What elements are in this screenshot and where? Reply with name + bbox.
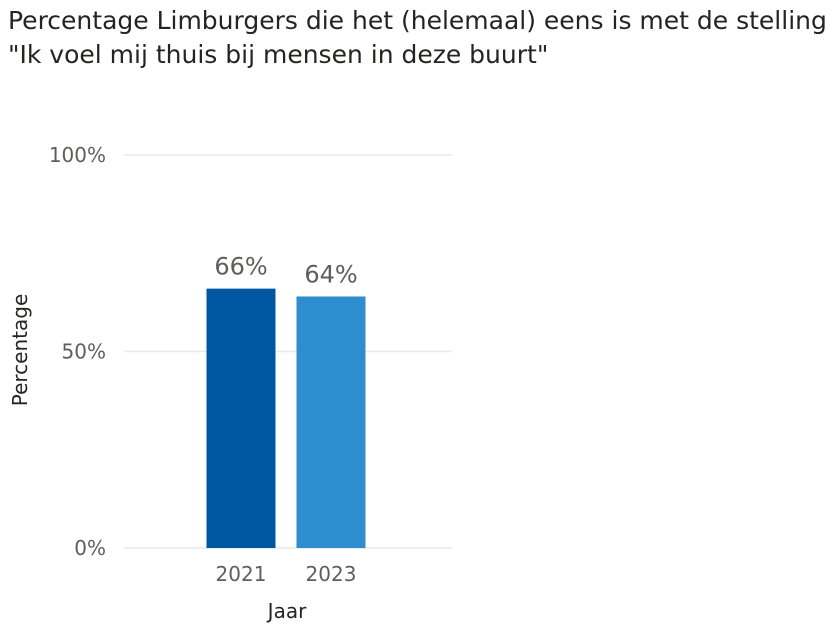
chart-title-line-1: Percentage Limburgers die het (helemaal)… bbox=[8, 6, 828, 35]
y-axis-ticks: 0% 50% 100% bbox=[49, 143, 106, 560]
x-axis-ticks: 2021 2023 bbox=[216, 562, 357, 586]
gridlines bbox=[124, 154, 452, 549]
chart-title-line-2: "Ik voel mij thuis bij mensen in deze bu… bbox=[8, 40, 549, 69]
x-tick-label: 2021 bbox=[216, 562, 267, 586]
x-tick-label: 2023 bbox=[306, 562, 357, 586]
data-labels: 66% 64% bbox=[214, 253, 357, 289]
y-tick-label: 100% bbox=[49, 143, 106, 167]
data-label: 64% bbox=[304, 260, 357, 288]
y-tick-label: 50% bbox=[62, 340, 106, 364]
bars bbox=[206, 288, 366, 548]
bar-2021[interactable] bbox=[206, 288, 276, 548]
y-tick-label: 0% bbox=[74, 536, 106, 560]
y-axis-title: Percentage bbox=[8, 294, 32, 407]
x-axis-title: Jaar bbox=[266, 599, 307, 623]
data-label: 66% bbox=[214, 253, 267, 281]
chart-title: Percentage Limburgers die het (helemaal)… bbox=[8, 4, 828, 72]
bar-2023[interactable] bbox=[296, 296, 366, 548]
